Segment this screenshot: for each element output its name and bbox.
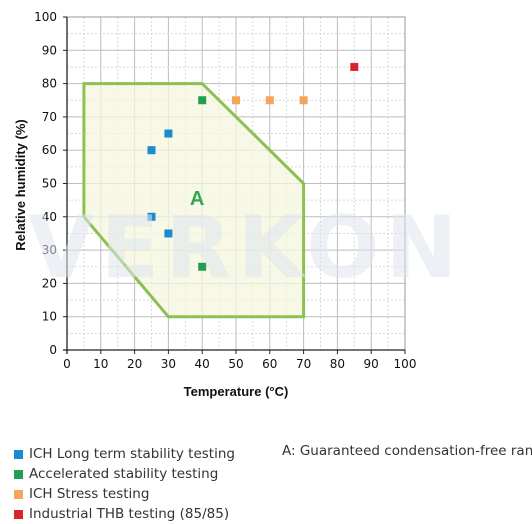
- legend-swatch-thb: [14, 509, 23, 519]
- region-label: A: [190, 188, 204, 210]
- y-tick-label: 20: [42, 276, 57, 290]
- legend-item: ICH Long term stability testing: [14, 444, 235, 464]
- x-tick-label: 0: [63, 357, 71, 371]
- legend-swatch-stress: [14, 489, 23, 499]
- legend-label: Industrial THB testing (85/85): [29, 506, 230, 522]
- y-tick-label: 80: [42, 77, 57, 91]
- legend-swatch-accelerated: [14, 469, 23, 479]
- data-point: [147, 146, 156, 155]
- y-tick-label: 30: [42, 243, 57, 257]
- legend-label: ICH Long term stability testing: [29, 446, 235, 462]
- data-point: [265, 96, 274, 105]
- legend-item: ICH Stress testing: [14, 484, 235, 504]
- y-tick-label: 0: [49, 343, 57, 357]
- region-polygon: [82, 82, 306, 319]
- data-point: [350, 62, 359, 71]
- x-tick-label: 40: [195, 357, 210, 371]
- data-point: [232, 96, 240, 105]
- data-points: [147, 62, 359, 271]
- y-tick-label: 10: [42, 310, 57, 324]
- y-tick-label: 50: [42, 177, 57, 191]
- y-tick-label: 60: [42, 143, 57, 157]
- legend-swatch-long-term: [14, 449, 23, 459]
- x-axis-label: Temperature (°C): [184, 384, 289, 399]
- x-tick-label: 30: [161, 357, 176, 371]
- x-tick-label: 100: [394, 357, 417, 371]
- y-axis-label: Relative humidity (%): [13, 119, 28, 250]
- data-point: [147, 212, 156, 221]
- x-tick-label: 50: [228, 357, 243, 371]
- x-tick-label: 20: [127, 357, 142, 371]
- y-tick-label: 100: [34, 10, 57, 24]
- y-tick-label: 40: [42, 210, 57, 224]
- data-point: [299, 96, 308, 105]
- region-annotation: A: Guaranteed condensation-free range: [282, 443, 532, 459]
- legend: ICH Long term stability testing Accelera…: [14, 444, 235, 524]
- y-tick-label: 90: [42, 43, 57, 57]
- legend-item: Accelerated stability testing: [14, 464, 235, 484]
- legend-item: Industrial THB testing (85/85): [14, 504, 235, 524]
- data-point: [198, 262, 207, 271]
- legend-label: ICH Stress testing: [29, 486, 150, 502]
- x-tick-label: 80: [330, 357, 345, 371]
- legend-label: Accelerated stability testing: [29, 466, 219, 482]
- condensation-free-region: A: [82, 82, 306, 319]
- data-point: [198, 96, 207, 105]
- x-tick-label: 10: [93, 357, 108, 371]
- x-tick-label: 60: [262, 357, 277, 371]
- axes: 0 10 20 30 40 50 60 70 80 90 100 0 10 20 30 40 50 60 70 80 9…: [34, 10, 416, 371]
- data-point: [164, 229, 173, 238]
- y-tick-label: 70: [42, 110, 57, 124]
- x-tick-label: 70: [296, 357, 311, 371]
- x-tick-label: 90: [364, 357, 379, 371]
- data-point: [164, 129, 173, 138]
